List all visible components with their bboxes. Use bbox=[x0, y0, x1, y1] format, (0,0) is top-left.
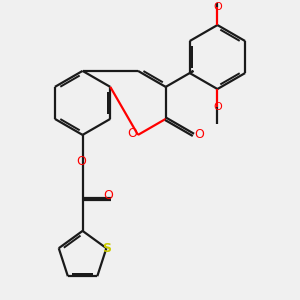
Text: O: O bbox=[76, 154, 86, 168]
Text: O: O bbox=[127, 127, 137, 140]
Text: O: O bbox=[194, 128, 204, 141]
Text: O: O bbox=[213, 2, 222, 12]
Text: O: O bbox=[213, 102, 222, 112]
Text: S: S bbox=[102, 242, 111, 255]
Text: O: O bbox=[103, 189, 113, 202]
